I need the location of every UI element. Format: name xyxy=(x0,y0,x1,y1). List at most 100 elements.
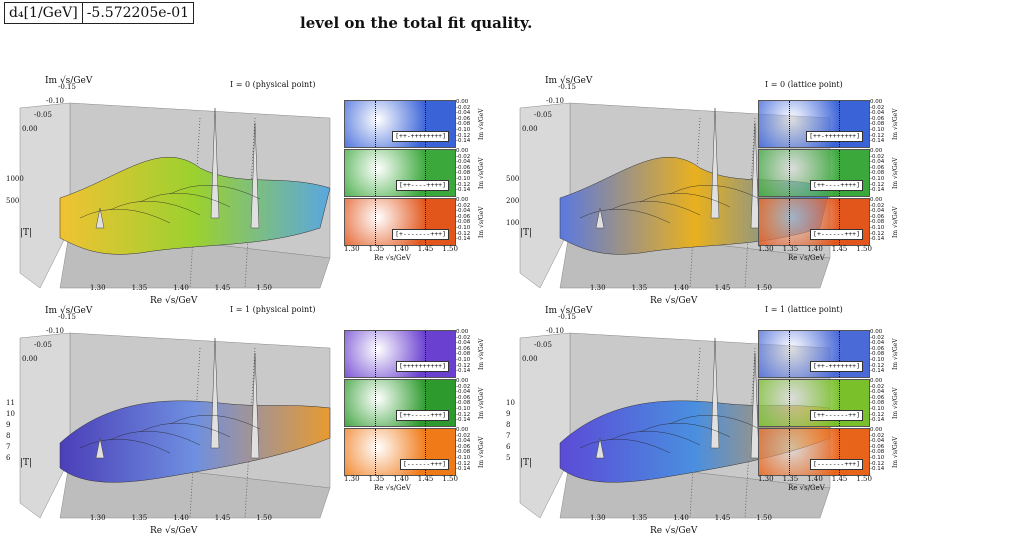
z-axis-label: |T| xyxy=(520,458,533,468)
strip-im-tick: 0.00 xyxy=(870,329,883,335)
strip-im-tick: 0.00 xyxy=(870,427,883,433)
strip-im-tick: -0.02 xyxy=(456,432,471,439)
strip-im-tick: -0.02 xyxy=(870,104,885,111)
strip-im-tick: -0.02 xyxy=(456,153,471,160)
strip-threshold-1 xyxy=(839,199,840,245)
strip-threshold-0 xyxy=(789,380,790,426)
contour-strip-1: [++-----+++] xyxy=(344,379,456,427)
strip-im-tick: -0.02 xyxy=(870,334,885,341)
re-axis-ticks: 1.30 1.35 1.40 1.45 1.50 xyxy=(590,284,772,292)
re-axis-ticks: 1.30 1.35 1.40 1.45 1.50 xyxy=(90,284,272,292)
threshold-line-0 xyxy=(689,117,701,289)
sheet-legend: [------+++] xyxy=(399,459,449,470)
z-tick-label: 7 xyxy=(506,432,511,440)
re-tick-label: 1.50 xyxy=(256,284,272,292)
strip-im-tick: -0.06 xyxy=(870,115,885,122)
strip-threshold-1 xyxy=(839,150,840,196)
contour-strip-2: [+-------+++] xyxy=(344,198,456,246)
z-tick-label: 500 xyxy=(506,175,520,183)
strip-re-tick: 1.45 xyxy=(417,245,434,253)
strip-im-tick: -0.14 xyxy=(456,187,471,194)
panel-title: I = 1 (lattice point) xyxy=(765,305,843,314)
strip-im-tick: -0.14 xyxy=(456,236,471,243)
strip-im-tick: -0.14 xyxy=(870,466,885,473)
z-tick-label: 1000 xyxy=(6,175,24,183)
strip-im-tick: 0.00 xyxy=(456,148,469,154)
strip-threshold-0 xyxy=(789,101,790,147)
im-tick-label: -0.15 xyxy=(58,313,76,321)
z-tick-label: 6 xyxy=(506,443,511,451)
im-tick-label: 0.00 xyxy=(22,355,38,363)
panel-title: I = 0 (lattice point) xyxy=(765,80,843,89)
contour-line-2 xyxy=(139,423,231,438)
re-tick-label: 1.30 xyxy=(90,284,106,292)
threshold-line-1 xyxy=(744,347,756,519)
sheet-legend: [++----++++] xyxy=(810,180,863,191)
strip-re-tick: 1.35 xyxy=(368,245,385,253)
z-tick-label: 9 xyxy=(506,410,511,418)
z-tick-label: 100 xyxy=(506,219,520,227)
strip-im-tick: -0.04 xyxy=(456,208,471,215)
strip-im-tick: -0.12 xyxy=(870,230,885,237)
strip-im-ticks: 0.00 -0.02 -0.04 -0.06 -0.08 -0.10 -0.12 -0.14 xyxy=(456,378,471,424)
strip-im-tick: -0.04 xyxy=(870,389,885,396)
sheet-legend: [+------+++] xyxy=(810,229,863,240)
contour-strip-2: [-------+++] xyxy=(758,428,870,476)
re-tick-label: 1.50 xyxy=(756,284,772,292)
strip-re-ticks: 1.30 1.35 1.40 1.45 1.50 xyxy=(344,475,458,483)
pole-spike-1 xyxy=(210,337,220,449)
strip-im-tick: -0.14 xyxy=(870,368,885,375)
contour-line-0 xyxy=(579,439,671,454)
pole-spike-2 xyxy=(750,352,760,459)
strip-re-tick: 1.35 xyxy=(782,475,799,483)
threshold-line-1 xyxy=(744,117,756,289)
strip-im-tick: 0.00 xyxy=(456,427,469,433)
strip-threshold-0 xyxy=(789,429,790,475)
strip-im-ticks: 0.00 -0.02 -0.04 -0.06 -0.08 -0.10 -0.12 -0.14 xyxy=(870,99,885,145)
pole-spike-0 xyxy=(595,207,605,229)
re-axis-label: Re √s/GeV xyxy=(650,526,698,536)
re-axis-ticks: 1.30 1.35 1.40 1.45 1.50 xyxy=(590,514,772,522)
re-tick-label: 1.45 xyxy=(214,514,231,522)
strip-im-tick: -0.08 xyxy=(870,219,885,226)
strip-threshold-1 xyxy=(425,101,426,147)
strip-im-label: Im √s/GeV xyxy=(478,206,485,238)
pole-spike-1 xyxy=(210,107,220,219)
strip-im-tick: -0.08 xyxy=(456,170,471,177)
strip-threshold-0 xyxy=(375,199,376,245)
strip-im-tick: -0.02 xyxy=(456,383,471,390)
strip-im-tick: -0.12 xyxy=(870,362,885,369)
strip-re-tick: 1.45 xyxy=(831,245,848,253)
pole-spike-2 xyxy=(750,122,760,229)
pole-spike-0 xyxy=(595,437,605,459)
re-tick-label: 1.45 xyxy=(214,284,231,292)
strip-im-ticks: 0.00 -0.02 -0.04 -0.06 -0.08 -0.10 -0.12 -0.14 xyxy=(870,427,885,473)
contour-line-1 xyxy=(609,201,701,216)
strip-im-tick: -0.12 xyxy=(456,181,471,188)
strip-re-label: Re √s/GeV xyxy=(374,484,411,492)
strip-im-tick: -0.04 xyxy=(456,159,471,166)
strip-im-tick: -0.02 xyxy=(456,202,471,209)
strip-im-tick: -0.02 xyxy=(870,383,885,390)
strip-im-tick: 0.00 xyxy=(456,197,469,203)
strip-im-tick: -0.08 xyxy=(456,400,471,407)
strip-threshold-1 xyxy=(839,331,840,377)
strip-im-tick: -0.10 xyxy=(870,356,885,363)
strip-re-tick: 1.40 xyxy=(807,475,823,483)
contour-line-3 xyxy=(169,185,261,200)
strip-re-tick: 1.50 xyxy=(442,245,458,253)
strip-im-tick: -0.14 xyxy=(456,368,471,375)
strip-im-tick: -0.10 xyxy=(456,175,471,182)
strip-im-tick: -0.04 xyxy=(456,389,471,396)
strip-re-tick: 1.45 xyxy=(417,475,434,483)
im-tick-label: -0.10 xyxy=(46,327,64,335)
strip-threshold-1 xyxy=(425,429,426,475)
strip-re-ticks: 1.30 1.35 1.40 1.45 1.50 xyxy=(344,245,458,253)
strip-im-ticks: 0.00 -0.02 -0.04 -0.06 -0.08 -0.10 -0.12 -0.14 xyxy=(870,148,884,194)
im-tick-label: -0.15 xyxy=(558,313,576,321)
contour-line-0 xyxy=(579,209,671,224)
z-axis-label: |T| xyxy=(20,228,33,238)
strip-im-tick: 0.00 xyxy=(870,197,883,203)
strip-threshold-0 xyxy=(789,331,790,377)
panel-title: I = 1 (physical point) xyxy=(230,305,316,314)
